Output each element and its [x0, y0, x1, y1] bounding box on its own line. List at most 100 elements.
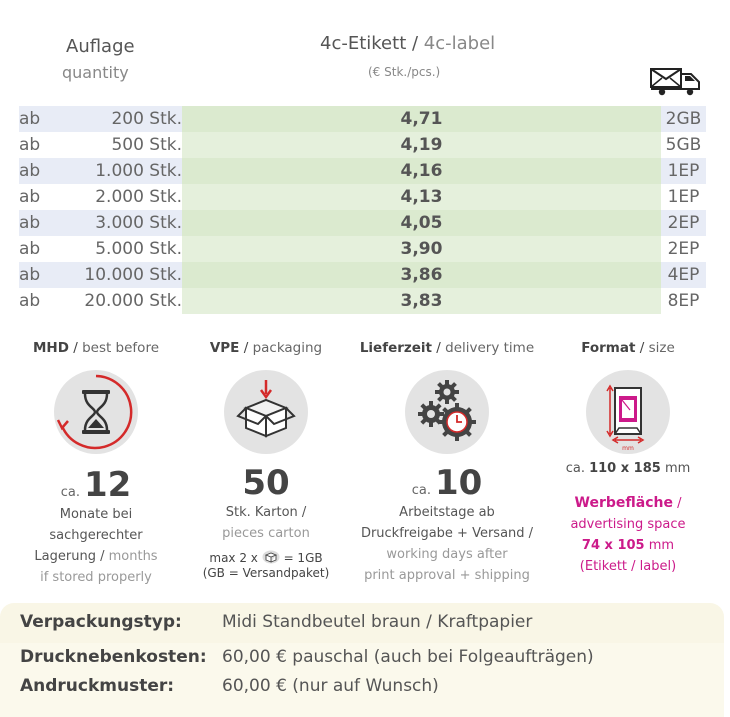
quantity-cell: 10.000 Stk. [84, 265, 182, 285]
format-icon-unit: mm [622, 445, 634, 452]
quantity-cell: 500 Stk. [111, 135, 182, 155]
price-cell: 3,86 [400, 265, 443, 285]
packaging-type-label: Verpackungstyp: [20, 612, 182, 632]
table-row: ab 20.000 Stk. 3,83 8EP [19, 288, 706, 314]
vpe-note-line1: max 2 x = 1GB [176, 550, 356, 566]
format-column: Format / size mm ca. 110 x 185 mm Werbef… [538, 340, 718, 577]
quantity-cell: 2.000 Stk. [95, 187, 182, 207]
vpe-title: VPE / packaging [209, 340, 323, 356]
box-icon [236, 380, 296, 438]
price-cell: 4,19 [400, 135, 443, 155]
vpe-line: pieces carton [222, 526, 310, 541]
ab-cell: ab [19, 109, 41, 129]
mhd-line: if stored properly [40, 570, 152, 585]
advertising-size-line: 74 x 105 mm [538, 535, 718, 556]
quantity-header-en: quantity [62, 63, 129, 82]
quantity-cell: 200 Stk. [111, 109, 182, 129]
mhd-ca: ca. [60, 485, 80, 500]
mhd-title-de: MHD [32, 340, 69, 356]
table-row: ab 500 Stk. 4,19 5GB [19, 132, 706, 158]
quantity-header-de: Auflage [66, 36, 135, 57]
price-cell: 4,05 [400, 213, 443, 233]
quantity-cell: 3.000 Stk. [95, 213, 182, 233]
quantity-cell: 20.000 Stk. [84, 291, 182, 311]
shipping-cell: 5GB [665, 135, 702, 155]
delivery-icon-circle [405, 370, 489, 454]
table-row: ab 200 Stk. 4,71 2GB [19, 106, 706, 132]
mhd-line: Lagerung / months [34, 549, 158, 564]
price-unit: (€ Stk./pcs.) [368, 65, 441, 79]
label-header-en: 4c-label [423, 33, 496, 54]
mhd-value: 12 [83, 465, 132, 505]
truck-envelope-icon [650, 68, 700, 96]
table-row: ab 1.000 Stk. 4,16 1EP [19, 158, 706, 184]
format-title: Format / size [581, 340, 675, 356]
label-header-sep: / [406, 33, 424, 54]
ab-cell: ab [19, 161, 41, 181]
proof-sample-label: Andruckmuster: [20, 676, 175, 696]
ab-cell: ab [19, 265, 41, 285]
mhd-column: MHD / best before ca. 12 Monate bei sachg… [6, 340, 186, 588]
vpe-note-line2: (GB = Versandpaket) [202, 566, 330, 580]
advertising-en: advertising space [570, 517, 686, 532]
delivery-line: Druckfreigabe + Versand / [360, 526, 534, 541]
advertising-size: 74 x 105 [581, 538, 645, 553]
table-row: ab 5.000 Stk. 3,90 2EP [19, 236, 706, 262]
advertising-de: Werbefläche [574, 495, 673, 511]
delivery-value-line: ca. 10 [357, 466, 537, 500]
delivery-text: Arbeitstage ab Druckfreigabe + Versand /… [357, 502, 537, 586]
format-icon-circle: mm [586, 370, 670, 454]
shipping-cell: 8EP [667, 291, 700, 311]
gears-clock-icon [418, 380, 476, 441]
shipping-cell: 1EP [667, 161, 700, 181]
format-ca: ca. [565, 461, 585, 476]
small-box-icon [262, 550, 280, 564]
label-header: 4c-Etikett / 4c-label [320, 33, 495, 54]
format-size-line: ca. 110 x 185 mm [538, 458, 718, 479]
shipping-cell: 4EP [667, 265, 700, 285]
shipping-cell: 2EP [667, 239, 700, 259]
delivery-title-en: delivery time [445, 340, 535, 356]
table-row: ab 10.000 Stk. 3,86 4EP [19, 262, 706, 288]
advertising-note: (Etikett / label) [579, 559, 677, 574]
mhd-text: Monate bei sachgerechter Lagerung / mont… [6, 504, 186, 588]
shipping-cell: 2GB [665, 109, 702, 129]
mhd-title-en: best before [82, 340, 160, 356]
delivery-column: Lieferzeit / delivery time ca. 1 [357, 340, 537, 586]
vpe-text: Stk. Karton / pieces carton [176, 502, 356, 544]
ab-cell: ab [19, 187, 41, 207]
mhd-line3-de: Lagerung [34, 549, 96, 564]
price-cell: 4,13 [400, 187, 443, 207]
mhd-title: MHD / best before [32, 340, 160, 356]
details-box-inner [0, 643, 724, 717]
vpe-note: max 2 x = 1GB (GB = Versandpaket) [176, 550, 356, 581]
price-cell: 4,71 [400, 109, 443, 129]
advertising-title: Werbefläche / [574, 495, 682, 511]
shipping-cell: 2EP [667, 213, 700, 233]
vpe-note1-b: = 1GB [283, 551, 323, 565]
delivery-title: Lieferzeit / delivery time [359, 340, 535, 356]
advertising-text: Werbefläche / advertising space 74 x 105… [538, 493, 718, 577]
table-row: ab 3.000 Stk. 4,05 2EP [19, 210, 706, 236]
label-header-de: 4c-Etikett [320, 33, 407, 54]
proof-sample-value: 60,00 € (nur auf Wunsch) [222, 676, 439, 696]
delivery-line: print approval + shipping [364, 568, 530, 583]
vpe-title-de: VPE [209, 340, 240, 356]
ab-cell: ab [19, 135, 41, 155]
table-row: ab 2.000 Stk. 4,13 1EP [19, 184, 706, 210]
vpe-line: Stk. Karton / [225, 505, 307, 520]
delivery-line: working days after [386, 547, 508, 562]
hourglass-icon [56, 374, 133, 450]
print-costs-value: 60,00 € pauschal (auch bei Folgeaufträge… [222, 647, 594, 667]
price-table: ab 200 Stk. 4,71 2GB ab 500 Stk. 4,19 5GB … [19, 106, 706, 314]
price-cell: 3,90 [400, 239, 443, 259]
print-costs-label: Drucknebenkosten: [20, 647, 207, 667]
ab-cell: ab [19, 213, 41, 233]
mhd-value-line: ca. 12 [6, 468, 186, 502]
shipping-cell: 1EP [667, 187, 700, 207]
delivery-title-de: Lieferzeit [359, 340, 432, 356]
format-title-de: Format [581, 340, 636, 356]
vpe-note1-a: max 2 x [209, 551, 258, 565]
vpe-value-line: 50 [176, 466, 356, 500]
bag-format-icon: mm [606, 384, 645, 452]
